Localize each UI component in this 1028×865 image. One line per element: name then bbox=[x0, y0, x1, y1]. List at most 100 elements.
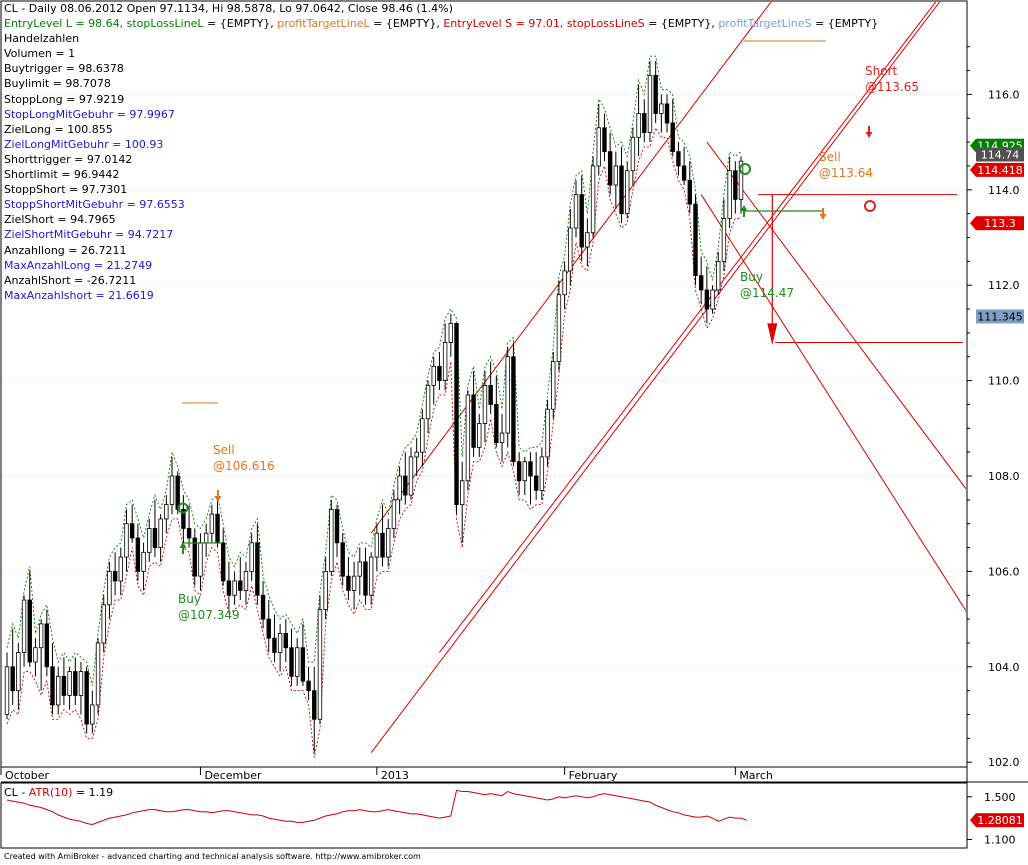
candle-body bbox=[551, 361, 556, 410]
short-arrow-icon bbox=[865, 132, 873, 138]
candle-body bbox=[306, 680, 311, 692]
grid-lines bbox=[2, 93, 966, 763]
candle-body bbox=[636, 113, 641, 138]
price-badge-pointer bbox=[970, 162, 976, 177]
candle-body bbox=[152, 528, 158, 548]
signal-label: Buy bbox=[178, 592, 201, 606]
candle-body bbox=[625, 170, 630, 215]
legend-segment: = {EMPTY}, bbox=[644, 17, 719, 31]
candle-body bbox=[420, 418, 425, 453]
candle-body bbox=[579, 194, 584, 248]
candle-body bbox=[129, 523, 135, 539]
candle-body bbox=[477, 423, 482, 448]
candle-body bbox=[494, 404, 499, 444]
candle-body bbox=[334, 508, 340, 544]
trade-stats: Handelzahlen Volumen = 1 Buytrigger = 98.6… bbox=[4, 31, 878, 302]
candle-body bbox=[642, 113, 647, 133]
signal-price: @114.47 bbox=[740, 286, 794, 300]
trade-stat-line: StoppShortMitGebuhr = 97.6553 bbox=[4, 198, 185, 212]
candlestick-series bbox=[4, 61, 744, 753]
atr-badge-label: 1.28081 bbox=[977, 814, 1023, 827]
candle-body bbox=[147, 528, 152, 553]
candle-body bbox=[716, 260, 721, 291]
trade-stat-line: MaxAnzahlLong = 21.2749 bbox=[4, 258, 153, 272]
candle-body bbox=[681, 165, 687, 181]
candle-body bbox=[226, 580, 232, 596]
y-tick-label: 110.0 bbox=[988, 375, 1020, 388]
candle-body bbox=[693, 203, 698, 277]
legend-segment: ATR(10) bbox=[28, 786, 73, 799]
trade-stat-line: MaxAnzahlshort = 21.6619 bbox=[4, 288, 154, 302]
candle-body bbox=[186, 528, 192, 539]
legend-segment: CL - bbox=[4, 786, 29, 799]
candle-body bbox=[585, 232, 590, 248]
candle-body bbox=[351, 575, 357, 591]
legend-segment: = 1.19 bbox=[72, 786, 114, 799]
candle-body bbox=[10, 666, 15, 692]
candle-body bbox=[647, 74, 653, 133]
trade-stat-line: Shortlimit = 96.9442 bbox=[4, 168, 120, 182]
trade-stat-line: Anzahllong = 26.7211 bbox=[4, 243, 127, 257]
candle-body bbox=[454, 322, 459, 506]
candle-body bbox=[169, 475, 175, 506]
candle-body bbox=[505, 356, 510, 434]
candle-body bbox=[158, 518, 163, 548]
candle-body bbox=[516, 461, 522, 482]
trade-stat-line: ZielLongMitGebuhr = 100.93 bbox=[4, 137, 164, 151]
candle-body bbox=[215, 513, 220, 544]
candle-body bbox=[397, 475, 402, 501]
candle-body bbox=[659, 103, 664, 114]
candle-body bbox=[33, 647, 38, 663]
candle-body bbox=[38, 623, 44, 649]
candle-body bbox=[78, 671, 84, 696]
signal-price: @113.64 bbox=[819, 166, 873, 180]
x-tick-label: February bbox=[569, 769, 618, 782]
x-tick-label: 2013 bbox=[381, 769, 409, 782]
atr-badge-pointer bbox=[970, 813, 976, 828]
legend-segment: EntryLevel L = 98.64, bbox=[4, 17, 127, 31]
y-tick-label: 104.0 bbox=[988, 661, 1020, 674]
candle-body bbox=[442, 342, 448, 382]
signal-label: Sell bbox=[819, 150, 841, 164]
candle-body bbox=[556, 294, 562, 362]
candle-body bbox=[95, 642, 101, 706]
candle-body bbox=[249, 542, 254, 572]
atr-y-tick-label: 1.100 bbox=[984, 833, 1016, 846]
candle-body bbox=[386, 528, 391, 558]
candle-body bbox=[533, 475, 539, 491]
price-badge-label: 114.74 bbox=[981, 149, 1020, 162]
candle-body bbox=[539, 456, 545, 491]
candle-body bbox=[568, 227, 573, 272]
candle-body bbox=[403, 475, 408, 496]
candle-body bbox=[710, 289, 715, 310]
trade-stat-line: StopLongMitGebuhr = 97.9967 bbox=[4, 107, 175, 121]
candle-body bbox=[232, 580, 237, 596]
short-arrow-head bbox=[767, 323, 778, 345]
legend-segment: = {EMPTY} bbox=[811, 17, 879, 31]
trade-stat-line: Volumen = 1 bbox=[4, 47, 76, 61]
candle-body bbox=[312, 690, 317, 720]
candle-body bbox=[221, 542, 226, 582]
candle-body bbox=[277, 633, 283, 653]
signal-price: @113.65 bbox=[865, 80, 919, 94]
candle-body bbox=[391, 499, 397, 529]
candle-body bbox=[4, 666, 10, 715]
candle-body bbox=[164, 504, 169, 520]
y-tick-label: 108.0 bbox=[988, 470, 1020, 483]
price-badge-label: 111.345 bbox=[977, 310, 1023, 323]
candle-body bbox=[545, 408, 550, 458]
candle-body bbox=[56, 675, 61, 706]
candle-body bbox=[727, 170, 732, 219]
candle-body bbox=[465, 394, 471, 482]
trade-stat-line: ZielShortMitGebuhr = 94.7217 bbox=[4, 228, 174, 242]
candle-body bbox=[124, 523, 129, 558]
price-badge bbox=[976, 216, 1024, 231]
signal-price: @107.349 bbox=[178, 608, 240, 622]
chart-title: CL - Daily 08.06.2012 Open 97.1134, Hi 9… bbox=[4, 2, 453, 15]
candle-body bbox=[488, 384, 493, 405]
candle-body bbox=[437, 365, 442, 382]
candle-body bbox=[619, 165, 624, 215]
legend-segment: EntryLevel S = 97.01, bbox=[443, 17, 567, 31]
candle-body bbox=[21, 599, 27, 653]
